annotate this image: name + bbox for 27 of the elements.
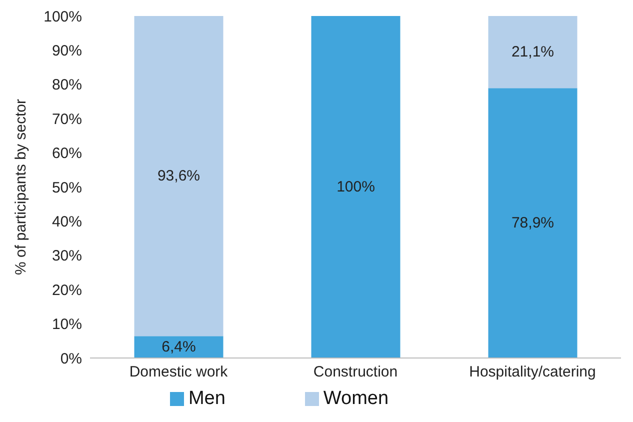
bar xyxy=(488,88,578,358)
data-label: 6,4% xyxy=(162,338,196,356)
bar xyxy=(134,336,224,358)
y-tick-label: 70% xyxy=(52,110,82,128)
data-label: 93,6% xyxy=(157,168,200,185)
y-tick-label: 80% xyxy=(52,76,82,94)
legend-label: Men xyxy=(188,388,226,409)
x-tick-label: Hospitality/catering xyxy=(469,364,596,381)
y-tick-label: 100% xyxy=(44,8,82,26)
y-tick-label: 50% xyxy=(52,179,82,196)
data-label: 21,1% xyxy=(511,44,554,61)
data-label: 78,9% xyxy=(511,214,554,232)
y-axis-title: % of participants by sector xyxy=(12,99,30,275)
y-tick-label: 20% xyxy=(52,282,82,299)
legend-label: Women xyxy=(323,388,389,409)
y-tick-label: 90% xyxy=(52,42,82,60)
data-label: 100% xyxy=(336,178,375,196)
bar xyxy=(488,16,578,88)
y-tick-label: 40% xyxy=(52,214,82,231)
bar xyxy=(311,16,400,358)
bar xyxy=(134,16,224,336)
y-tick-label: 10% xyxy=(52,316,82,334)
y-tick-label: 30% xyxy=(52,248,82,265)
x-tick-label: Construction xyxy=(313,364,398,381)
y-tick-label: 60% xyxy=(52,145,82,162)
x-tick-label: Domestic work xyxy=(129,364,228,381)
y-tick-label: 0% xyxy=(60,350,82,368)
